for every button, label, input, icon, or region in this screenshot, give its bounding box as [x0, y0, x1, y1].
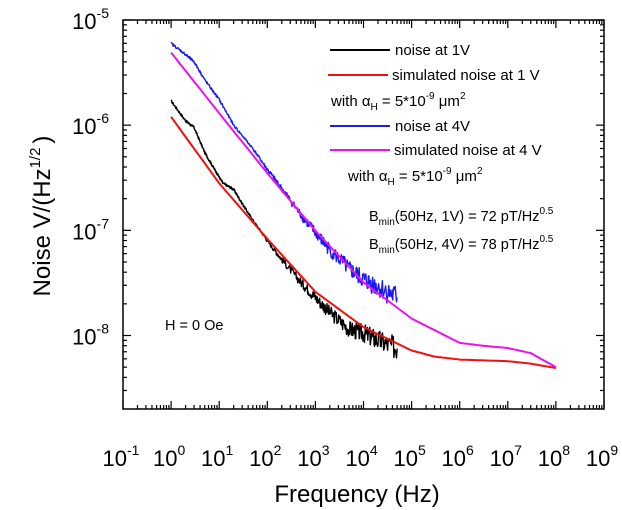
y-tick-label: 10-7	[72, 215, 109, 244]
series-layer	[170, 41, 557, 370]
x-tick-label: 109	[586, 442, 618, 471]
y-axis-label-sup: 1/2	[27, 148, 44, 169]
legend-label-sim-4v: simulated noise at 4 V	[394, 142, 542, 159]
legend-alpha-4v: with αH = 5*10-9 μm2	[347, 166, 483, 188]
legend-label-sim-1v: simulated noise at 1 V	[392, 67, 540, 84]
x-tick-label: 104	[345, 442, 377, 471]
x-tick-label: 108	[538, 442, 570, 471]
y-axis-label-close: )	[29, 136, 56, 144]
y-tick-label: 10-5	[72, 5, 109, 34]
x-tick-label: 102	[249, 442, 281, 471]
y-tick-labels: 10-8 10-7 10-6 10-5	[72, 5, 109, 349]
x-tick-label: 101	[201, 442, 233, 471]
ticks-layer	[122, 19, 605, 409]
x-tick-labels: 10-1 100 101 102 103 104 105 106 107 108 109	[103, 442, 619, 471]
x-axis-label: Frequency (Hz)	[274, 481, 439, 508]
legend-alpha-1v: with αH = 5*10-9 μm2	[330, 91, 466, 113]
legend: noise at 1V simulated noise at 1 V with …	[328, 42, 542, 188]
x-tick-label: 103	[297, 442, 329, 471]
series-line-simulated-noise-at-1-v	[170, 116, 557, 370]
y-axis-label: Noise V/(Hz1/2)	[27, 136, 56, 297]
y-axis-label-main: Noise V/(Hz	[29, 168, 56, 296]
y-tick-label: 10-6	[72, 110, 109, 139]
legend-label-noise-4v: noise at 4V	[395, 118, 470, 135]
bmin-annotation-4v: Bmin(50Hz, 4V) = 78 pT/Hz0.5	[369, 234, 554, 256]
y-tick-label: 10-8	[72, 320, 109, 349]
field-annotation: H = 0 Oe	[165, 318, 223, 334]
x-tick-label: 100	[153, 442, 185, 471]
series-line-noise-at-4v	[170, 41, 398, 304]
x-tick-label: 106	[442, 442, 474, 471]
x-tick-label: 10-1	[103, 442, 140, 471]
series-line-simulated-noise-at-4-v	[170, 51, 557, 369]
x-tick-label: 107	[490, 442, 522, 471]
bmin-annotation-1v: Bmin(50Hz, 1V) = 72 pT/Hz0.5	[369, 206, 554, 228]
legend-label-noise-1v: noise at 1V	[395, 42, 470, 59]
x-tick-label: 105	[393, 442, 425, 471]
